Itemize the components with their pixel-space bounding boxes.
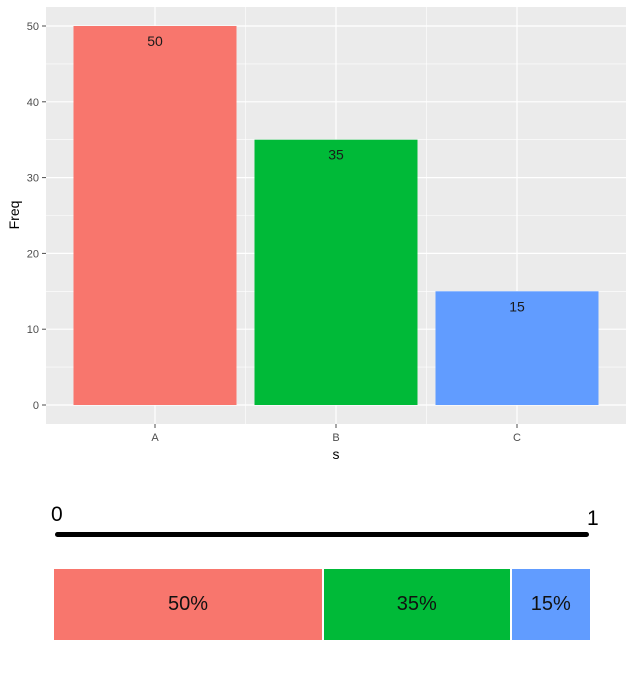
x-axis-title: s [333, 446, 340, 462]
y-tick-label: 0 [33, 400, 39, 412]
proportion-section: 0 1 50% 35% 15% [0, 495, 634, 675]
bar-value-label: 15 [509, 298, 525, 314]
bars [73, 26, 599, 405]
proportion-segment-label: 35% [396, 593, 437, 615]
bar-chart: 50 35 15 0 10 20 30 40 50 A B C s Freq [6, 7, 626, 462]
proportion-segment-b: 35% [322, 569, 510, 640]
y-tick-label: 40 [27, 97, 39, 109]
bar-c [435, 291, 599, 405]
y-tick-label: 30 [27, 173, 39, 185]
proportion-segment-label: 50% [167, 593, 209, 615]
bar-a [73, 26, 237, 405]
bar-value-label: 35 [328, 147, 344, 163]
proportion-segment-label: 15% [530, 593, 571, 615]
y-tick-label: 50 [27, 21, 39, 33]
x-axis: A B C [151, 424, 521, 444]
y-axis-title: Freq [6, 201, 22, 230]
x-tick-label: A [151, 432, 159, 444]
proportion-segment-c: 15% [509, 569, 590, 640]
bar-b [254, 139, 418, 405]
proportion-bar: 50% 35% 15% [54, 569, 590, 640]
scale-max-label: 1 [587, 507, 599, 530]
proportion-segment-a: 50% [54, 569, 322, 640]
scale-line [55, 532, 589, 537]
x-tick-label: C [513, 432, 521, 444]
y-tick-label: 20 [27, 248, 39, 260]
bar-value-label: 50 [147, 33, 163, 49]
bar-value-labels: 50 35 15 [147, 33, 525, 314]
x-tick-label: B [332, 432, 339, 444]
y-tick-label: 10 [27, 324, 39, 336]
scale-min-label: 0 [51, 503, 63, 526]
y-axis: 0 10 20 30 40 50 [27, 21, 46, 412]
